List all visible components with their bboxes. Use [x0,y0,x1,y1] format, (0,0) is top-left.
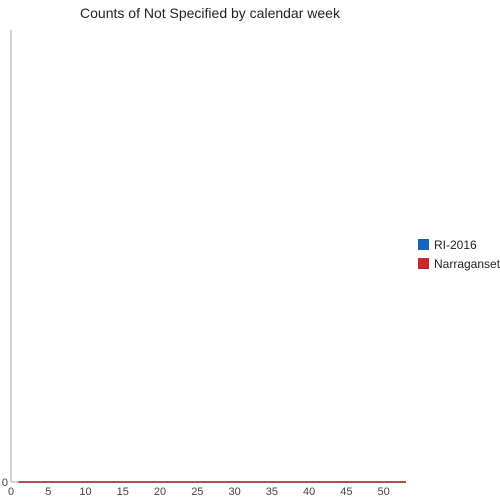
x-tick-label: 30 [228,486,240,498]
legend-label: Narragansett [434,257,500,271]
y-tick-label: 0 [2,477,8,489]
y-tick-labels: 0 [2,477,8,489]
x-tick-label: 45 [340,486,352,498]
x-tick-labels: 0 5 10 15 20 25 30 35 40 45 50 [8,486,390,498]
legend: RI-2016 Narragansett [418,238,500,271]
x-tick-label: 20 [154,486,166,498]
x-tick-label: 25 [191,486,203,498]
chart-title: Counts of Not Specified by calendar week [80,5,341,21]
x-tick-label: 35 [266,486,278,498]
x-tick-label: 50 [378,486,390,498]
x-tick-label: 15 [117,486,129,498]
legend-swatch [418,258,429,269]
legend-label: RI-2016 [434,238,477,252]
legend-swatch [418,239,429,250]
x-tick-label: 40 [303,486,315,498]
x-tick-label: 5 [45,486,51,498]
x-tick-label: 0 [8,486,14,498]
x-tick-label: 10 [79,486,91,498]
